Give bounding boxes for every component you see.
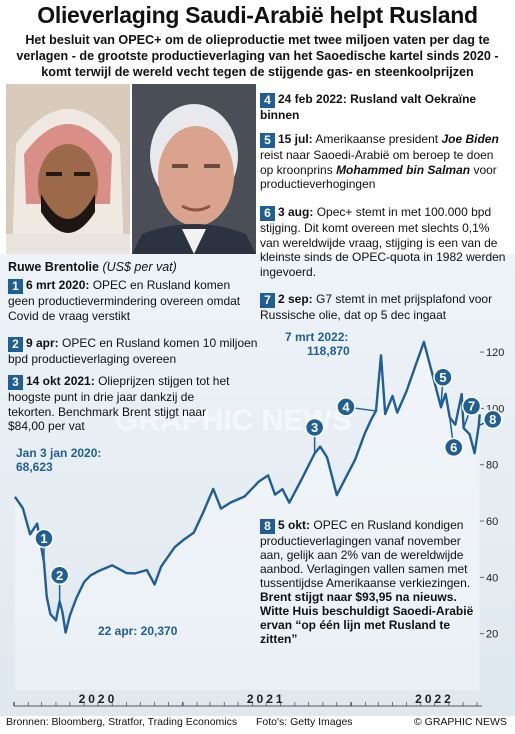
event-5: 5 15 jul: Amerikaanse president Joe Biden… bbox=[260, 132, 499, 191]
annotation-low: 22 apr: 20,370 bbox=[98, 624, 178, 638]
event-3-badge: 3 bbox=[8, 375, 23, 390]
marker-8 bbox=[483, 409, 503, 430]
marker-2 bbox=[49, 565, 70, 586]
marker-label-5: 5 bbox=[439, 370, 446, 385]
annotation-start: Jan 3 jan 2020: 68,623 bbox=[16, 446, 102, 474]
marker-7 bbox=[461, 396, 482, 416]
marker-label-8: 8 bbox=[489, 412, 496, 427]
marker-3 bbox=[304, 417, 325, 438]
event-6-badge: 6 bbox=[260, 206, 275, 221]
event-4-badge: 4 bbox=[260, 93, 275, 108]
footer-photos: Foto's: Getty Images bbox=[256, 716, 353, 728]
event-8-badge: 8 bbox=[260, 519, 275, 534]
marker-label-3: 3 bbox=[311, 420, 318, 435]
chart-background bbox=[0, 254, 515, 716]
footer-credit: © GRAPHIC NEWS bbox=[414, 716, 507, 728]
price-area bbox=[14, 341, 480, 690]
footer-sources: Bronnen: Bloomberg, Stratfor, Trading Ec… bbox=[6, 716, 238, 728]
marker-label-1: 1 bbox=[40, 531, 47, 546]
chart-title: Ruwe Brentolie (US$ per vat) bbox=[8, 260, 177, 274]
y-tick-20: 20 bbox=[486, 629, 498, 641]
marker-label-7: 7 bbox=[468, 399, 475, 414]
x-label-2020: 2020 bbox=[79, 692, 118, 706]
marker-4 bbox=[336, 397, 356, 417]
event-1-badge: 1 bbox=[8, 279, 23, 294]
y-tick-60: 60 bbox=[486, 516, 498, 528]
annotation-peak: 7 mrt 2022: 118,870 bbox=[285, 330, 350, 358]
portrait-mohammed-bin-salman bbox=[6, 84, 130, 254]
marker-5 bbox=[433, 367, 453, 388]
page-title: Olieverlaging Saudi-Arabië helpt Rusland bbox=[37, 2, 478, 28]
marker-label-6: 6 bbox=[450, 440, 457, 455]
event-2-badge: 2 bbox=[8, 337, 23, 352]
y-tick-80: 80 bbox=[486, 460, 498, 472]
marker-1 bbox=[34, 528, 54, 549]
event-5-badge: 5 bbox=[260, 133, 275, 148]
x-label-2022: 2022 bbox=[415, 692, 454, 706]
price-line bbox=[13, 340, 481, 634]
y-tick-40: 40 bbox=[486, 572, 498, 584]
event-7-badge: 7 bbox=[260, 293, 275, 308]
x-label-2021: 2021 bbox=[247, 692, 286, 706]
event-4: 4 24 feb 2022: Rusland valt Oekraïne binn… bbox=[260, 92, 477, 122]
marker-6 bbox=[443, 437, 464, 458]
portrait-joe-biden bbox=[132, 84, 256, 254]
page-subtitle: Het besluit van OPEC+ om de olieproducti… bbox=[16, 33, 499, 79]
event-3: 3 14 okt 2021: Olieprijzen stijgen tot he… bbox=[8, 374, 230, 433]
marker-label-2: 2 bbox=[56, 568, 63, 583]
marker-label-4: 4 bbox=[342, 399, 350, 414]
y-tick-120: 120 bbox=[486, 347, 504, 359]
